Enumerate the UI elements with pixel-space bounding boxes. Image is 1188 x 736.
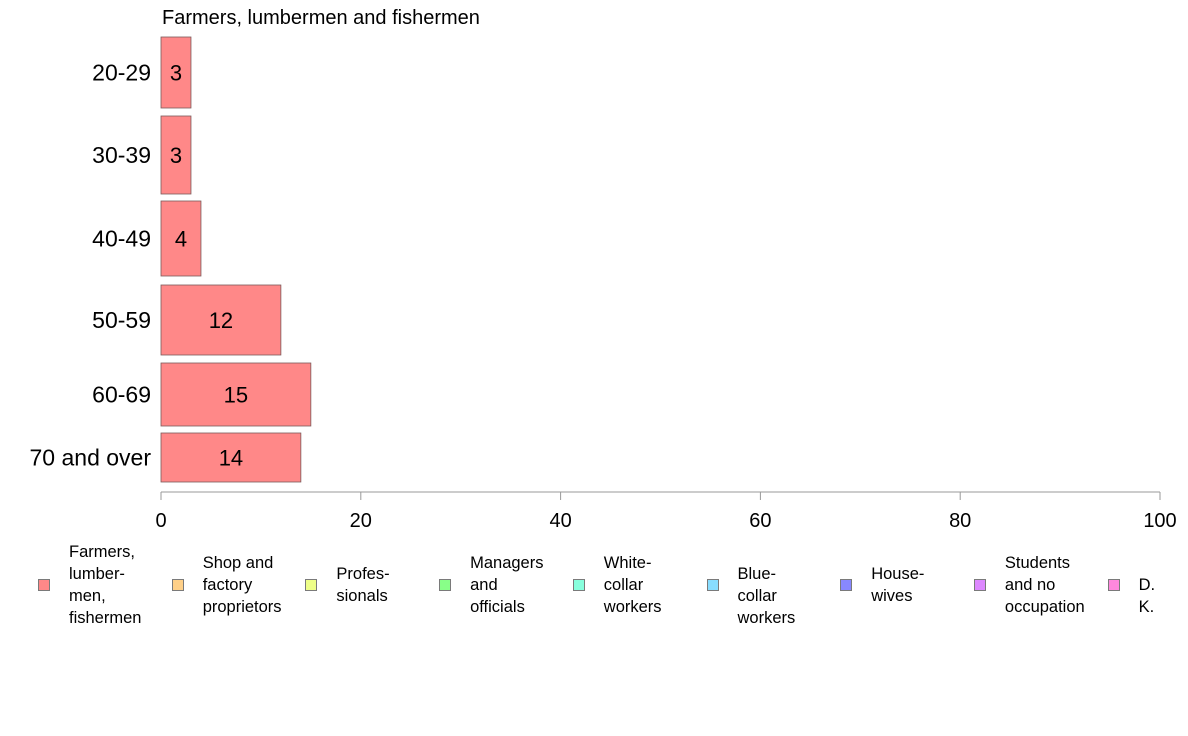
legend-swatch	[171, 579, 184, 591]
legend-label: Blue-collar workers	[737, 565, 796, 627]
bar-value-label: 14	[219, 446, 243, 471]
x-tick-label: 20	[350, 510, 372, 532]
legend-swatch	[439, 579, 452, 591]
legend-label: Farmers, lumber- men, fishermen	[69, 543, 142, 627]
legend-swatch	[38, 579, 50, 591]
bar-30-39	[160, 115, 192, 195]
bar-value-label: 15	[224, 383, 248, 408]
bar-20-29	[160, 36, 192, 109]
bar-40-49	[160, 200, 202, 277]
legend-label: House- wives	[871, 565, 925, 605]
legend-swatch	[973, 579, 986, 591]
bar-70-and-over	[160, 432, 302, 483]
x-tick-label: 40	[549, 510, 571, 532]
bar-value-label: 12	[209, 308, 233, 333]
x-tick-label: 100	[1143, 510, 1176, 532]
x-tick-label: 80	[949, 510, 971, 532]
legend-swatch	[572, 579, 585, 591]
legend-label: Managers and officials	[470, 554, 544, 616]
legend: Farmers, lumber- men, fishermen Shop and …	[38, 543, 1188, 632]
bar-value-label: 3	[170, 61, 182, 86]
bar-60-69	[160, 362, 312, 427]
legend-label: White- collar workers	[603, 554, 662, 616]
x-axis: 0 20 40 60 80 100	[155, 491, 1177, 532]
x-tick-label: 60	[749, 510, 771, 532]
category-label: 70 and over	[30, 445, 152, 471]
category-label: 60-69	[92, 382, 151, 408]
legend-swatch	[840, 579, 853, 591]
bar-value-label: 3	[170, 143, 182, 168]
legend-label: Students and no occupation	[1004, 554, 1085, 616]
legend-label: Profes- sionals	[336, 565, 390, 605]
category-label: 50-59	[92, 307, 151, 333]
chart-title: Farmers, lumbermen and fishermen	[162, 7, 480, 29]
legend-swatch	[706, 579, 719, 591]
category-label: 20-29	[92, 60, 151, 86]
category-label: 40-49	[92, 226, 151, 252]
legend-swatch	[305, 579, 318, 591]
x-tick-label: 0	[155, 510, 166, 532]
bars-layer: 3 20-29 3 30-39 4 40-49 12 50-59 15 60-69 14 70 and…	[30, 36, 312, 483]
legend-label: D. K.	[1138, 576, 1156, 616]
category-label: 30-39	[92, 142, 151, 168]
bar-50-59	[160, 284, 282, 356]
legend-swatch	[1107, 579, 1120, 591]
legend-label: Shop and factory proprietors	[202, 554, 282, 616]
bar-value-label: 4	[175, 227, 187, 252]
